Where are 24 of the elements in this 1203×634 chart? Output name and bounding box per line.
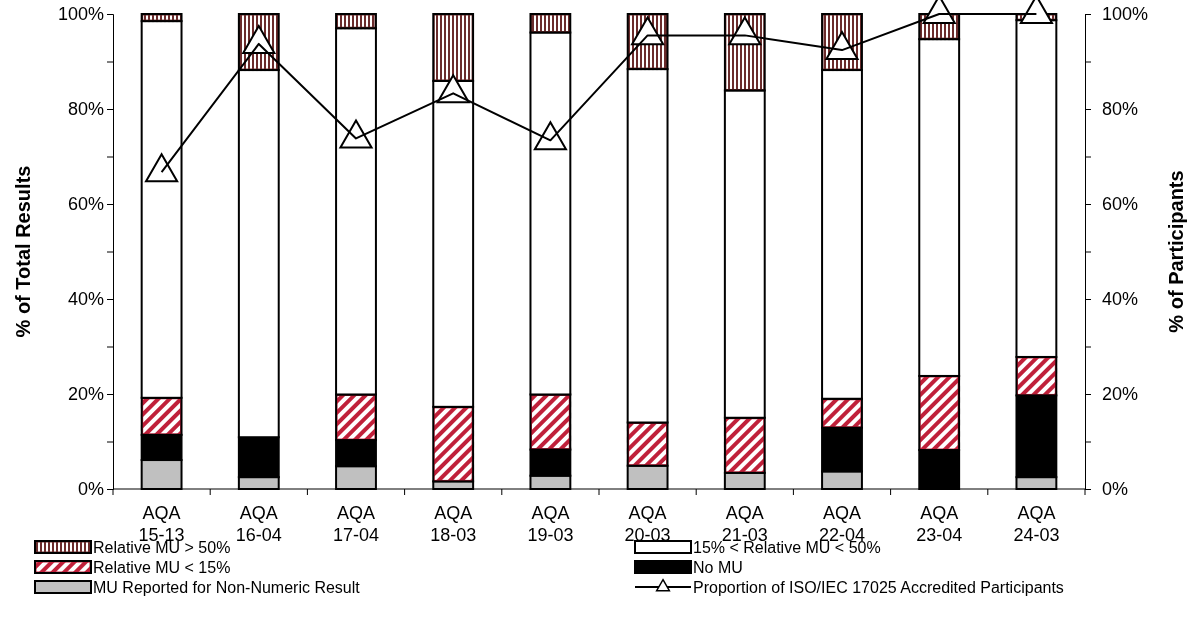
y2-tick-label: 100% bbox=[1102, 4, 1149, 25]
x-tick-label: AQA 24-03 bbox=[1013, 503, 1060, 545]
legend-label: MU Reported for Non-Numeric Result bbox=[93, 579, 361, 596]
legend-label: Proportion of ISO/IEC 17025 Accredited Participants bbox=[693, 579, 1064, 596]
x-tick-label: AQA 16-04 bbox=[235, 503, 282, 545]
x-tick-label: AQA 23-04 bbox=[916, 503, 963, 545]
y-axis-title: % of Total Results bbox=[12, 165, 34, 338]
y-tick-label: 80% bbox=[67, 99, 104, 120]
y2-tick-label: 0% bbox=[1102, 479, 1129, 500]
y-tick-label: 100% bbox=[57, 4, 104, 25]
y-tick-label: 40% bbox=[67, 289, 104, 310]
y2-tick-label: 80% bbox=[1102, 99, 1139, 120]
x-tick-label: AQA 17-04 bbox=[332, 503, 380, 545]
x-tick-label: AQA 18-03 bbox=[430, 503, 477, 545]
y2-axis-title: % of Participants bbox=[1165, 170, 1187, 333]
y-tick-label: 0% bbox=[77, 479, 104, 500]
y2-tick-label: 40% bbox=[1102, 289, 1139, 310]
y-tick-label: 60% bbox=[67, 194, 104, 215]
x-tick-label: AQA 19-03 bbox=[527, 503, 574, 545]
y-tick-label: 20% bbox=[67, 384, 104, 405]
legend-label: No MU bbox=[693, 559, 743, 576]
legend-label: Relative MU < 15% bbox=[93, 559, 231, 576]
y2-tick-label: 60% bbox=[1102, 194, 1139, 215]
y2-tick-label: 20% bbox=[1102, 384, 1139, 405]
